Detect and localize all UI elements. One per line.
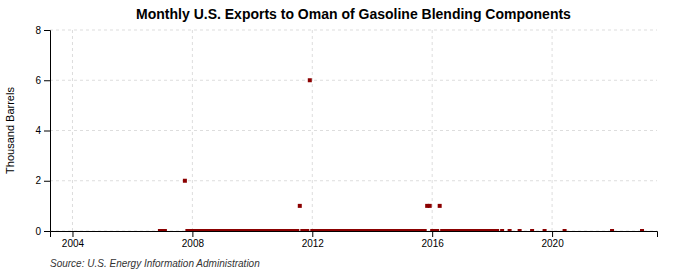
y-axis-line — [44, 31, 51, 232]
point — [295, 229, 299, 231]
x-axis-tick-label: 2004 — [62, 238, 85, 249]
x-axis-tick: 2008 — [182, 231, 205, 249]
chart: 2004 2008 2012 2016 2020 0 2 4 6 8 Monthly U.S. Ex… — [0, 0, 675, 275]
point — [438, 204, 442, 208]
y-axis-tick-label: 0 — [35, 226, 41, 237]
point — [563, 229, 567, 231]
grid-line-x — [192, 30, 193, 231]
plot: 2004 2008 2012 2016 2020 0 2 4 6 8 — [35, 25, 657, 249]
grid-line-y — [50, 130, 657, 131]
grid-line-x — [312, 30, 313, 231]
y-axis-title: Thousand Barrels — [4, 87, 16, 174]
y-axis-tick-mark — [44, 131, 50, 132]
x-axis: 2004 2008 2012 2016 2020 — [51, 231, 658, 249]
grid-line-x — [72, 30, 73, 231]
grid-line-x — [552, 30, 553, 231]
y-axis-tick: 4 — [35, 125, 50, 136]
y-axis-tick: 6 — [35, 75, 50, 86]
point — [640, 229, 644, 231]
x-axis-tick-mark — [552, 231, 553, 237]
x-axis-tick: 2012 — [302, 231, 325, 249]
y-axis-tick-mark — [44, 181, 50, 182]
y-axis-tick: 8 — [35, 25, 50, 36]
point — [305, 229, 309, 231]
y-axis-tick-mark — [44, 231, 50, 232]
y-axis-tick: 0 — [35, 226, 50, 237]
y-axis-tick: 2 — [35, 175, 50, 186]
point — [500, 229, 504, 231]
grid — [50, 30, 657, 231]
x-axis-line — [51, 232, 658, 238]
x-axis-tick: 2004 — [62, 231, 85, 249]
x-axis-tick-mark — [72, 231, 73, 237]
y-axis-tick-label: 2 — [35, 175, 41, 186]
grid-line-y — [50, 30, 657, 31]
point — [530, 229, 534, 231]
x-axis-tick: 2020 — [541, 231, 564, 249]
point — [518, 229, 522, 231]
x-axis-tick: 2016 — [422, 231, 445, 249]
x-axis-tick-label: 2016 — [422, 238, 445, 249]
y-axis-tick-mark — [44, 80, 50, 81]
y-axis-tick-label: 8 — [35, 25, 41, 36]
point — [298, 204, 302, 208]
point — [495, 229, 499, 231]
point — [183, 179, 187, 183]
grid-line-y — [50, 80, 657, 81]
source: Source: U.S. Energy Information Administ… — [50, 258, 260, 269]
x-axis-tick-mark — [432, 231, 433, 237]
x-axis-tick-label: 2012 — [302, 238, 325, 249]
x-axis-tick-mark — [192, 231, 193, 237]
point — [428, 204, 432, 208]
y-axis-tick-mark — [44, 30, 50, 31]
y-axis: 0 2 4 6 8 — [35, 25, 50, 237]
point — [308, 78, 312, 82]
y-axis-tick-label: 4 — [35, 125, 41, 136]
point — [543, 229, 547, 231]
point — [610, 229, 614, 231]
grid-line-x — [432, 30, 433, 231]
y-axis-tick-label: 6 — [35, 75, 41, 86]
point — [423, 229, 427, 231]
point — [163, 229, 167, 231]
point — [435, 229, 439, 231]
point — [508, 229, 512, 231]
x-axis-tick-mark — [312, 231, 313, 237]
title: Monthly U.S. Exports to Oman of Gasoline… — [136, 6, 571, 22]
x-axis-tick-label: 2008 — [182, 238, 205, 249]
x-axis-tick-label: 2020 — [541, 238, 564, 249]
points — [158, 78, 644, 231]
grid-line-y — [50, 180, 657, 181]
